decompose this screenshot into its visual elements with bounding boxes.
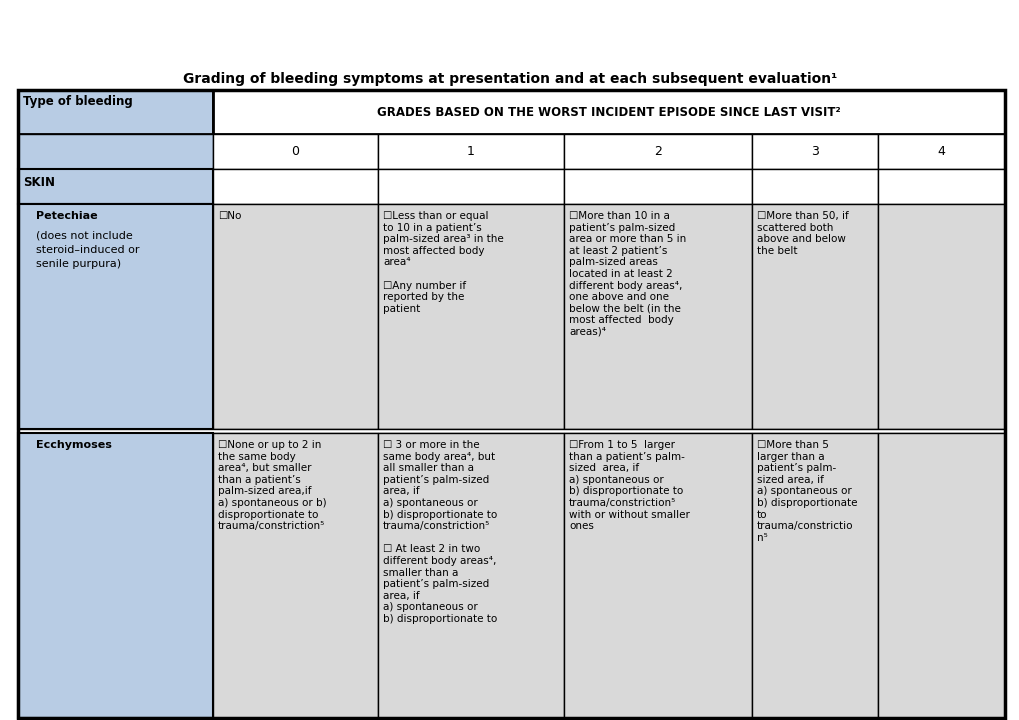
Bar: [213, 433, 378, 718]
Bar: [18, 90, 213, 134]
Text: ☐More than 10 in a
patient’s palm-sized
area or more than 5 in
at least 2 patien: ☐More than 10 in a patient’s palm-sized …: [569, 211, 686, 337]
Text: SKIN: SKIN: [23, 176, 55, 189]
Bar: [18, 204, 213, 429]
Text: (does not include: (does not include: [36, 231, 132, 241]
Bar: [18, 169, 213, 204]
Text: ☐More than 50, if
scattered both
above and below
the belt: ☐More than 50, if scattered both above a…: [756, 211, 848, 256]
Bar: [18, 134, 213, 169]
Text: Petechiae: Petechiae: [36, 211, 98, 221]
Bar: [751, 433, 877, 718]
Bar: [751, 169, 877, 204]
Bar: [18, 90, 1004, 718]
Text: ☐None or up to 2 in
the same body
area⁴, but smaller
than a patient’s
palm-sized: ☐None or up to 2 in the same body area⁴,…: [218, 440, 326, 531]
Bar: [877, 169, 1004, 204]
Text: ☐ 3 or more in the
same body area⁴, but
all smaller than a
patient’s palm-sized
: ☐ 3 or more in the same body area⁴, but …: [382, 440, 497, 624]
Text: GRADES BASED ON THE WORST INCIDENT EPISODE SINCE LAST VISIT²: GRADES BASED ON THE WORST INCIDENT EPISO…: [377, 106, 840, 119]
Text: ☐Less than or equal
to 10 in a patient’s
palm-sized area³ in the
most affected b: ☐Less than or equal to 10 in a patient’s…: [382, 211, 503, 314]
Bar: [18, 429, 1004, 433]
Text: 1: 1: [467, 145, 475, 158]
Text: Ecchymoses: Ecchymoses: [36, 440, 112, 450]
Text: ☐No: ☐No: [218, 211, 242, 221]
Text: ☐From 1 to 5  larger
than a patient’s palm-
sized  area, if
a) spontaneous or
b): ☐From 1 to 5 larger than a patient’s pal…: [569, 440, 689, 531]
Text: steroid–induced or: steroid–induced or: [36, 245, 140, 255]
Bar: [213, 90, 1004, 134]
Bar: [877, 204, 1004, 429]
Text: Grading of bleeding symptoms at presentation and at each subsequent evaluation¹: Grading of bleeding symptoms at presenta…: [182, 72, 837, 86]
Bar: [378, 169, 564, 204]
Bar: [877, 134, 1004, 169]
Text: 4: 4: [936, 145, 945, 158]
Bar: [877, 433, 1004, 718]
Bar: [564, 169, 751, 204]
Bar: [18, 433, 213, 718]
Bar: [213, 204, 378, 429]
Bar: [213, 134, 378, 169]
Bar: [378, 433, 564, 718]
Bar: [378, 134, 564, 169]
Bar: [213, 169, 378, 204]
Text: ☐More than 5
larger than a
patient’s palm-
sized area, if
a) spontaneous or
b) d: ☐More than 5 larger than a patient’s pal…: [756, 440, 857, 543]
Bar: [564, 433, 751, 718]
Bar: [378, 204, 564, 429]
Text: Type of bleeding: Type of bleeding: [23, 95, 132, 108]
Text: 3: 3: [810, 145, 818, 158]
Bar: [564, 204, 751, 429]
Bar: [564, 134, 751, 169]
Bar: [751, 204, 877, 429]
Bar: [751, 134, 877, 169]
Text: senile purpura): senile purpura): [36, 259, 121, 269]
Text: 2: 2: [653, 145, 661, 158]
Text: 0: 0: [291, 145, 300, 158]
